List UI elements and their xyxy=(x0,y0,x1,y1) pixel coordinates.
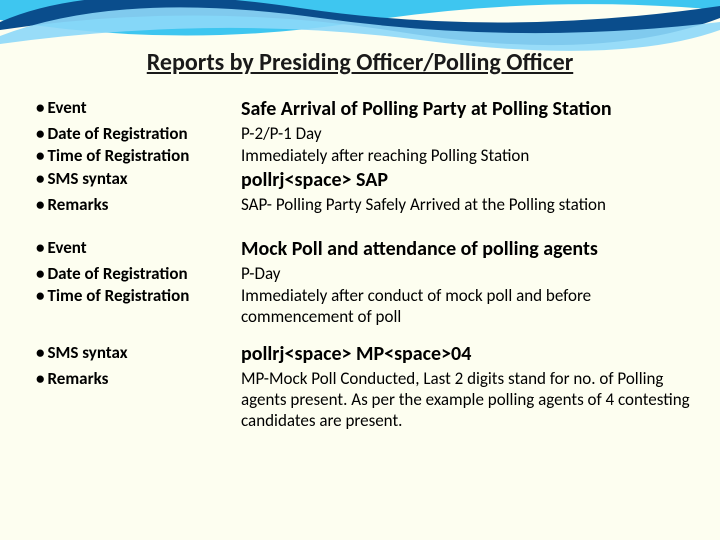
value-sms: pollrj<space> MP<space>04 xyxy=(241,342,690,367)
label-event: •Event xyxy=(36,97,241,118)
value-remarks: SAP- Polling Party Safely Arrived at the… xyxy=(241,194,690,215)
label-time: •Time of Registration xyxy=(36,145,241,166)
label-time: •Time of Registration xyxy=(36,285,241,306)
label-remarks: •Remarks xyxy=(36,368,241,389)
value-event: Safe Arrival of Polling Party at Polling… xyxy=(241,97,690,122)
section-2: •Event Mock Poll and attendance of polli… xyxy=(36,237,690,432)
label-date: •Date of Registration xyxy=(36,123,241,144)
value-event: Mock Poll and attendance of polling agen… xyxy=(241,237,690,262)
label-sms: •SMS syntax xyxy=(36,342,241,363)
label-event: •Event xyxy=(36,237,241,258)
value-remarks: MP-Mock Poll Conducted, Last 2 digits st… xyxy=(241,368,690,432)
page-title: Reports by Presiding Officer/Polling Off… xyxy=(0,0,720,91)
label-remarks: •Remarks xyxy=(36,194,241,215)
value-sms: pollrj<space> SAP xyxy=(241,168,690,193)
value-time: Immediately after conduct of mock poll a… xyxy=(241,285,690,328)
value-time: Immediately after reaching Polling Stati… xyxy=(241,145,690,166)
content-area: •Event Safe Arrival of Polling Party at … xyxy=(0,91,720,463)
label-date: •Date of Registration xyxy=(36,263,241,284)
value-date: P-2/P-1 Day xyxy=(241,123,690,144)
value-date: P-Day xyxy=(241,263,690,284)
label-sms: •SMS syntax xyxy=(36,168,241,189)
section-1: •Event Safe Arrival of Polling Party at … xyxy=(36,97,690,215)
